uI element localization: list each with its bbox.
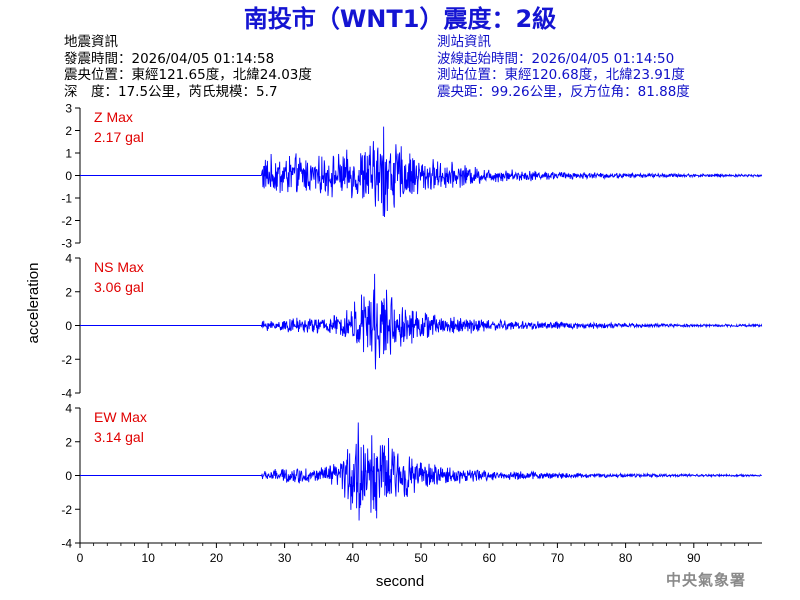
max-label-ew: EW Max bbox=[94, 409, 147, 425]
y-tick-label: -2 bbox=[61, 503, 72, 517]
y-tick-label: 2 bbox=[65, 285, 72, 299]
y-tick-label: -2 bbox=[61, 214, 72, 228]
y-tick-label: -3 bbox=[61, 237, 72, 251]
y-tick-label: 0 bbox=[65, 469, 72, 483]
x-tick-label: 30 bbox=[278, 551, 292, 565]
origin-time: 發震時間：2026/04/05 01:14:58 bbox=[64, 50, 275, 67]
x-tick-label: 10 bbox=[142, 551, 156, 565]
agency-footer: 中央氣象署 bbox=[665, 571, 746, 589]
x-tick-label: 20 bbox=[210, 551, 224, 565]
waveform-ns bbox=[80, 273, 763, 370]
x-tick-label: 70 bbox=[551, 551, 565, 565]
y-tick-label: 4 bbox=[65, 252, 72, 266]
x-tick-label: 80 bbox=[619, 551, 633, 565]
panel-ns: 4 2 0 -2 -4 NS Max 3.06 gal bbox=[61, 252, 763, 401]
y-tick-label: -1 bbox=[61, 192, 72, 206]
station-location: 測站位置：東經120.68度，北緯23.91度 bbox=[437, 67, 685, 83]
event-info-block: 地震資訊 發震時間：2026/04/05 01:14:58 震央位置：東經121… bbox=[64, 34, 312, 100]
panel-z: 3 2 1 0 -1 -2 -3 Z Max 2.17 gal bbox=[61, 102, 763, 251]
panel-ew: 4 2 0 -2 -4 EW Max 3.14 gal bbox=[61, 402, 762, 551]
station-info-heading: 測站資訊 bbox=[437, 34, 491, 50]
event-info-heading: 地震資訊 bbox=[64, 34, 118, 50]
chart-title: 南投市（WNT1）震度：2級 bbox=[243, 5, 557, 33]
waveform-z bbox=[80, 126, 763, 218]
max-value-ns: 3.06 gal bbox=[94, 279, 144, 295]
y-tick-label: 2 bbox=[65, 435, 72, 449]
y-tick-label: 4 bbox=[65, 402, 72, 416]
max-value-ew: 3.14 gal bbox=[94, 429, 144, 445]
x-tick-label: 60 bbox=[483, 551, 497, 565]
y-tick-label: 3 bbox=[65, 102, 72, 116]
y-tick-label: -4 bbox=[61, 537, 72, 551]
max-value-z: 2.17 gal bbox=[94, 129, 144, 145]
max-label-z: Z Max bbox=[94, 109, 133, 125]
max-label-ns: NS Max bbox=[94, 259, 144, 275]
distance-azimuth: 震央距：99.26公里，反方位角：81.88度 bbox=[437, 83, 690, 100]
x-tick-label: 0 bbox=[77, 551, 84, 565]
x-tick-label: 40 bbox=[346, 551, 360, 565]
y-tick-label: 0 bbox=[65, 319, 72, 333]
x-tick-label: 50 bbox=[414, 551, 428, 565]
wave-start-time: 波線起始時間：2026/04/05 01:14:50 bbox=[437, 50, 675, 67]
y-axis-title: acceleration bbox=[25, 263, 42, 344]
x-axis-title: second bbox=[376, 573, 424, 590]
epicenter-location: 震央位置：東經121.65度，北緯24.03度 bbox=[64, 67, 312, 83]
y-tick-label: -4 bbox=[61, 387, 72, 401]
x-tick-label: 90 bbox=[687, 551, 701, 565]
station-info-block: 測站資訊 波線起始時間：2026/04/05 01:14:50 測站位置：東經1… bbox=[437, 34, 690, 100]
depth-magnitude: 深 度：17.5公里，芮氏規模：5.7 bbox=[64, 83, 278, 100]
waveform-ew bbox=[80, 422, 762, 521]
y-tick-label: -2 bbox=[61, 353, 72, 367]
y-tick-label: 2 bbox=[65, 124, 72, 138]
y-tick-label: 0 bbox=[65, 169, 72, 183]
y-tick-label: 1 bbox=[65, 147, 72, 161]
